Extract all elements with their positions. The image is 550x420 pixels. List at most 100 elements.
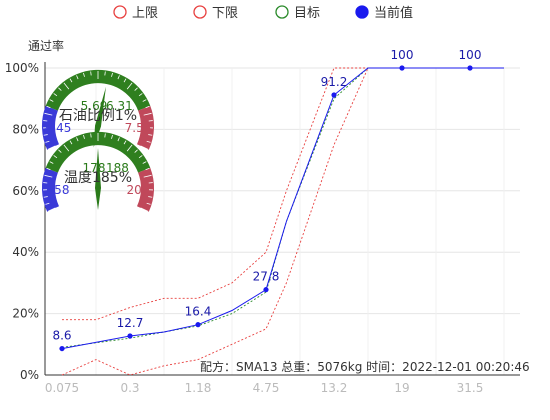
gauge-tick — [104, 133, 106, 138]
legend-label-2[interactable]: 目标 — [294, 6, 320, 21]
gauge-tick — [44, 112, 53, 116]
x-tick-label: 19 — [394, 381, 409, 395]
data-point — [467, 65, 473, 71]
gauge-band-low — [41, 105, 59, 150]
gauge-tick — [69, 140, 73, 145]
y-tick-label: 0% — [20, 368, 39, 382]
gauge-band-mid — [45, 131, 151, 173]
legend: 上限 下限 目标 当前值 — [113, 5, 413, 21]
y-tick-label: 20% — [12, 307, 39, 321]
gauge-tick — [69, 78, 73, 83]
gauge-tick — [138, 155, 143, 159]
gauge-tick — [146, 202, 151, 205]
gauge-pointer — [95, 148, 101, 210]
x-tick-label: 0.075 — [45, 381, 79, 395]
gauge-tick — [148, 134, 153, 136]
gauge-tick — [83, 72, 85, 77]
gauge-tick — [117, 137, 120, 142]
y-axis-label: 通过率 — [28, 38, 64, 53]
gauge-tick — [142, 161, 147, 164]
gauge-tick — [53, 155, 58, 159]
data-label: 16.4 — [185, 305, 212, 319]
data-label: 100 — [459, 48, 482, 62]
gauge-tick — [90, 133, 92, 138]
legend-marker-3[interactable] — [355, 5, 369, 19]
gauge-tick — [134, 87, 138, 91]
gauge-tick — [76, 75, 79, 80]
gauge-max: 208 — [127, 183, 150, 197]
gauge-band-high — [137, 105, 155, 150]
x-tick-label: 0.3 — [120, 381, 139, 395]
gauge-tick — [126, 82, 133, 90]
legend-marker-2[interactable] — [275, 5, 289, 19]
gauge-tick — [76, 137, 79, 142]
gauge-current: 188 — [106, 161, 129, 175]
data-label: 27.8 — [253, 270, 280, 284]
legend-marker-0[interactable] — [113, 5, 127, 19]
data-point — [195, 322, 201, 328]
data-label: 91.2 — [321, 75, 348, 89]
gauge-tick — [46, 105, 51, 109]
gauge-max: 7.55 — [125, 121, 152, 135]
gauge-tick — [111, 72, 113, 77]
gauge-tick — [140, 145, 149, 150]
gauge-tick — [146, 140, 151, 143]
gauge-tick — [104, 71, 106, 76]
gauge-target: 178 — [83, 161, 106, 175]
gauge-tick — [140, 207, 149, 212]
gauge-tick — [43, 196, 48, 198]
y-tick-label: 80% — [12, 122, 39, 136]
gauge-tick — [126, 144, 133, 152]
gauge-tick — [63, 82, 70, 90]
gauge-tick — [46, 167, 51, 171]
series-line-3 — [61, 67, 504, 350]
legend-label-1[interactable]: 下限 — [212, 6, 238, 21]
data-label: 12.7 — [117, 316, 144, 330]
data-label: 8.6 — [52, 329, 71, 343]
axes: 0% 20% 40% 60% 80% 100% 0.075 0.3 1.18 4.75 13.2 19… — [5, 61, 520, 395]
data-point — [331, 92, 337, 98]
legend-label-3[interactable]: 当前值 — [374, 5, 413, 21]
gauge-title: 温度185% — [64, 170, 132, 186]
x-tick-label: 1.18 — [185, 381, 212, 395]
gauge-band-mid — [45, 69, 151, 111]
legend-marker-1[interactable] — [193, 5, 207, 19]
gauge-band-high — [137, 167, 155, 212]
gauge-tick — [47, 207, 56, 212]
data-point — [399, 65, 405, 71]
gauge-tick — [44, 174, 53, 178]
x-tick-label: 4.75 — [253, 381, 280, 395]
gauge-tick — [117, 75, 120, 80]
x-tick-label: 31.5 — [457, 381, 484, 395]
gauge-target: 5.69 — [81, 99, 108, 113]
legend-label-0[interactable]: 上限 — [132, 6, 158, 21]
gauge-tick — [145, 167, 150, 171]
gauge-min: 4.45 — [45, 121, 72, 135]
gauge-tick — [143, 174, 152, 178]
y-tick-label: 100% — [5, 61, 39, 75]
gauge-tick — [134, 149, 138, 153]
data-point — [127, 333, 133, 339]
gauge-tick — [142, 99, 147, 102]
gauge-tick — [123, 78, 127, 83]
gauge-tick — [123, 140, 127, 145]
gauge-tick — [90, 71, 92, 76]
gauge-tick — [47, 145, 56, 150]
series-layer: 8.6 12.7 16.4 27.8 91.2 100 100 — [52, 48, 504, 376]
gauge-tick — [63, 144, 70, 152]
gauge-tick — [45, 140, 50, 143]
gauge-tick — [43, 134, 48, 136]
gauge-title: 石油比例1% — [59, 108, 137, 124]
gauge-tick — [143, 112, 152, 116]
footer-info: 配方：SMA13 总重：5076kg 时间：2022-12-01 00:20:4… — [200, 359, 530, 374]
gauge-tick — [49, 161, 54, 164]
data-point — [59, 345, 65, 352]
y-tick-label: 40% — [12, 245, 39, 259]
gauge-tick — [148, 196, 153, 198]
gauge-min: 158 — [47, 183, 70, 197]
gauge-tick — [145, 105, 150, 109]
gauge-tick — [45, 202, 50, 205]
